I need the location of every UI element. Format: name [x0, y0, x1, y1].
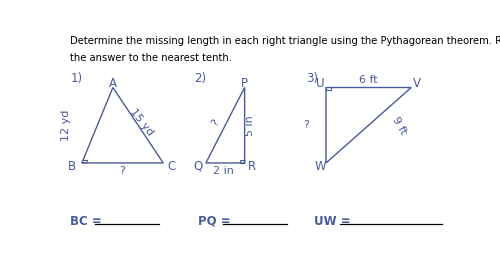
Text: 5 in: 5 in: [246, 115, 256, 136]
Text: W: W: [314, 160, 326, 173]
Text: PQ =: PQ =: [198, 215, 231, 228]
Text: UW =: UW =: [314, 215, 351, 228]
Text: 15 yd: 15 yd: [128, 107, 156, 137]
Text: ?: ?: [304, 120, 310, 130]
Text: ?: ?: [120, 165, 126, 176]
Text: B: B: [68, 160, 76, 173]
Text: the answer to the nearest tenth.: the answer to the nearest tenth.: [70, 53, 232, 63]
Text: C: C: [167, 160, 175, 173]
Text: A: A: [109, 77, 117, 90]
Text: 9 ft: 9 ft: [390, 115, 408, 136]
Text: 1): 1): [70, 73, 82, 85]
Text: R: R: [248, 160, 256, 173]
Text: 2 in: 2 in: [213, 165, 234, 176]
Text: ?: ?: [210, 118, 222, 128]
Text: BC =: BC =: [70, 215, 102, 228]
Text: V: V: [413, 77, 421, 90]
Text: 3): 3): [306, 73, 318, 85]
Text: 12 yd: 12 yd: [62, 109, 72, 141]
Text: U: U: [316, 77, 324, 90]
Text: Q: Q: [194, 160, 203, 173]
Text: 2): 2): [194, 73, 206, 85]
Text: P: P: [241, 77, 248, 90]
Text: Determine the missing length in each right triangle using the Pythagorean theore: Determine the missing length in each rig…: [70, 36, 500, 46]
Text: 6 ft: 6 ft: [360, 75, 378, 85]
